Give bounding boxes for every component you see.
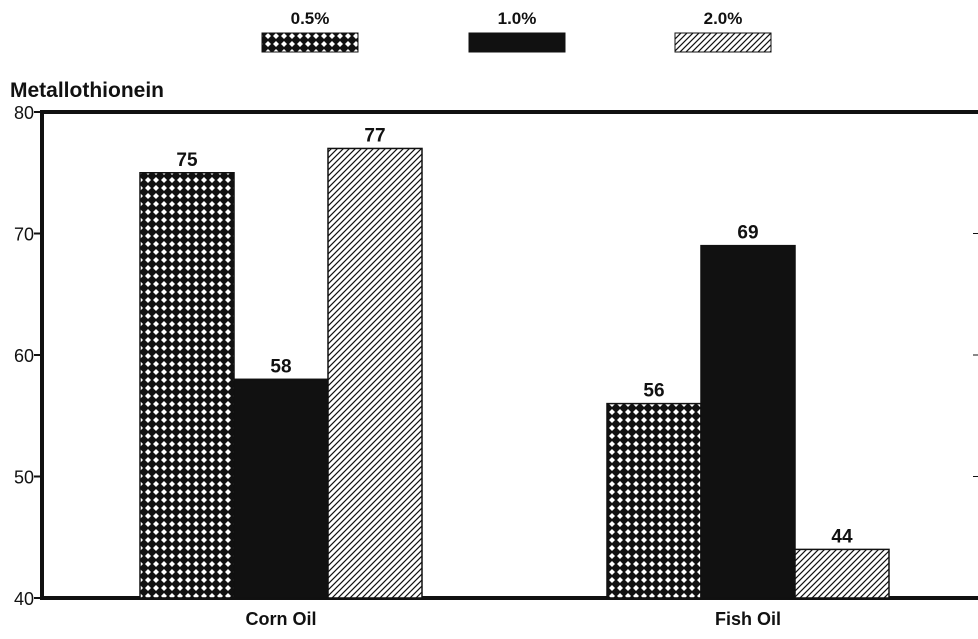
x-category-label: Fish Oil [715,609,781,629]
y-tick-label: 50 [14,468,34,488]
bar [327,147,423,599]
legend-label: 2.0% [704,9,743,28]
bar [233,378,329,599]
y-tick-label: 70 [14,225,34,245]
bar [606,402,702,599]
y-tick-label: 80 [14,103,34,123]
bar-value-label: 56 [643,381,664,402]
bar-value-label: 58 [270,356,291,377]
x-category-label: Corn Oil [246,609,317,629]
bar-value-label: 44 [831,526,853,547]
bar-value-label: 75 [176,150,198,171]
bar [794,548,890,599]
bar-value-label: 77 [364,125,385,146]
y-tick-label: 40 [14,589,34,609]
legend-label: 1.0% [498,9,537,28]
legend-label: 0.5% [291,9,330,28]
y-axis-title: Metallothionein [10,79,164,102]
bar [139,172,235,599]
legend-swatch [674,32,772,53]
legend-swatch [468,32,566,53]
bar-value-label: 69 [737,223,758,244]
y-tick-label: 60 [14,346,34,366]
bar [700,244,796,599]
legend-swatch [261,32,359,53]
